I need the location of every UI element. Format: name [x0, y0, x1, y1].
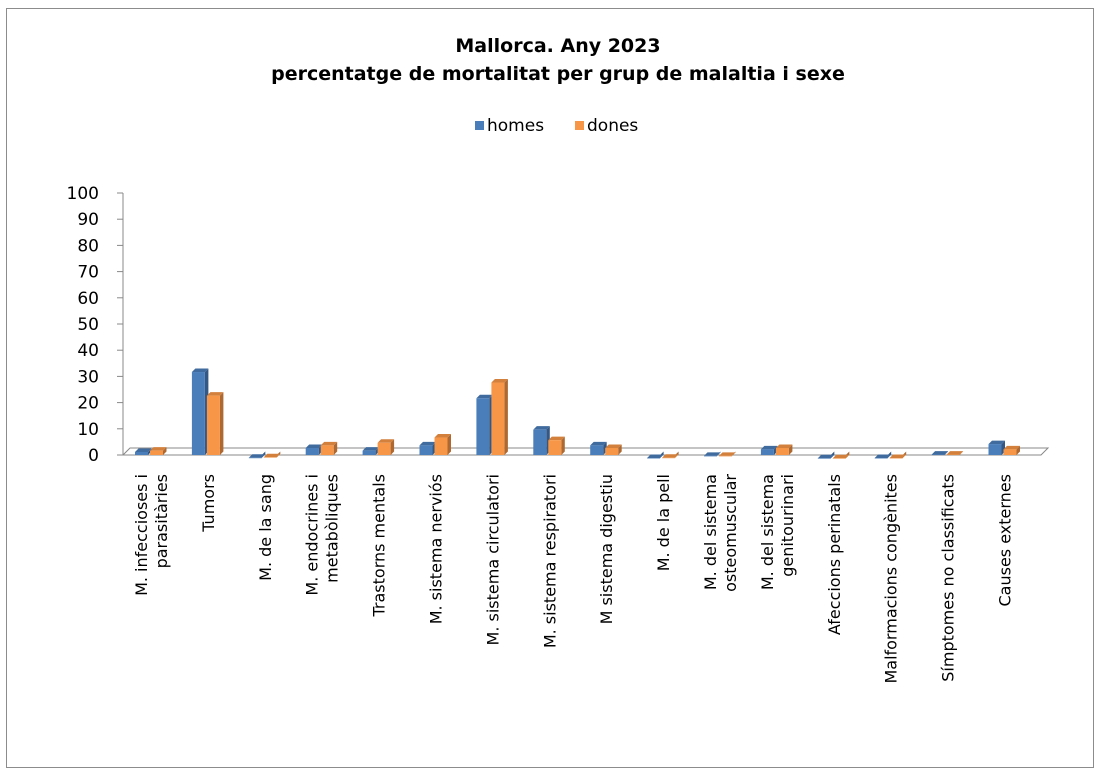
bar-dones-12 — [832, 451, 850, 459]
legend-swatch-dones — [575, 121, 584, 130]
category-label: Tumors — [199, 474, 218, 533]
category-label: Trastorns mentals — [370, 474, 389, 618]
category-label: M. infeccioses i — [132, 474, 151, 596]
bar-homes-2 — [248, 451, 266, 459]
y-tick-label: 40 — [77, 341, 99, 361]
bar-homes-9 — [647, 451, 664, 459]
bar-homes-3 — [305, 444, 323, 455]
category-label: Símptomes no classificats — [939, 474, 958, 682]
bar-dones-13 — [889, 451, 907, 459]
y-tick-label: 10 — [77, 420, 99, 440]
category-label: M. de la pell — [654, 474, 673, 571]
category-label: Afeccions perinatals — [825, 474, 844, 635]
category-label: osteomuscular — [721, 474, 740, 592]
y-tick-label: 30 — [77, 367, 99, 387]
category-label: metabòliques — [323, 474, 342, 583]
bar-dones-14 — [946, 451, 964, 456]
y-tick-label: 70 — [77, 263, 99, 283]
bar-dones-3 — [320, 441, 338, 455]
category-label: Malformacions congènites — [882, 474, 901, 684]
category-label: genitourinari — [778, 474, 797, 577]
category-label: M sistema digestiu — [597, 474, 616, 624]
bar-homes-5 — [419, 441, 436, 455]
category-label: Causes externes — [996, 474, 1015, 606]
bar-dones-11 — [775, 444, 793, 455]
bar-dones-6 — [491, 379, 508, 455]
legend-label-dones: dones — [587, 116, 638, 136]
bar-homes-6 — [476, 394, 493, 455]
bar-homes-14 — [931, 451, 949, 456]
chart-title-line-2: percentatge de mortalitat per grup de ma… — [271, 63, 845, 85]
axes: 0 10 20 30 40 50 60 70 80 90 100 — [67, 184, 1050, 466]
chart-title-line-1: Mallorca. Any 2023 — [455, 35, 660, 57]
legend: homes dones — [475, 116, 638, 136]
category-labels: M. infeccioses i parasitàries Tumors M. de … — [132, 474, 1015, 684]
bar-dones-2 — [263, 451, 281, 458]
category-label: M. endocrines i — [303, 474, 322, 596]
category-label: M. de la sang — [256, 474, 275, 581]
y-tick-label: 100 — [67, 184, 99, 204]
bar-dones-5 — [434, 434, 451, 455]
chart-floor — [121, 447, 1050, 456]
bar-homes-1 — [191, 368, 209, 455]
bar-homes-7 — [533, 426, 550, 455]
bar-homes-10 — [704, 451, 721, 457]
y-tick-label: 50 — [77, 315, 99, 335]
bar-dones-10 — [719, 451, 736, 457]
bar-homes-11 — [760, 445, 778, 455]
y-tick-label: 60 — [77, 289, 99, 309]
y-tick-label: 0 — [88, 446, 99, 466]
bar-dones-15 — [1003, 445, 1020, 455]
legend-label-homes: homes — [487, 116, 544, 136]
bar-dones-1 — [206, 392, 224, 455]
bar-homes-4 — [362, 447, 380, 455]
bar-dones-8 — [605, 444, 622, 455]
bar-dones-0 — [150, 447, 167, 455]
category-label: M. del sistema — [758, 474, 777, 590]
y-tick-label: 90 — [77, 210, 99, 230]
bar-dones-9 — [662, 451, 679, 459]
bar-dones-7 — [548, 436, 565, 455]
category-label: parasitàries — [152, 474, 171, 568]
legend-swatch-homes — [475, 121, 484, 130]
bar-homes-13 — [874, 451, 892, 459]
category-label: M. sistema nerviós — [427, 474, 446, 624]
category-label: M. del sistema — [701, 474, 720, 590]
category-label: M. sistema circulatori — [483, 474, 502, 645]
bar-homes-12 — [817, 451, 835, 459]
category-label: M. sistema respiratori — [540, 474, 559, 648]
y-tick-label: 20 — [77, 394, 99, 414]
bar-homes-15 — [988, 440, 1005, 455]
bars — [135, 368, 1020, 459]
bar-homes-8 — [590, 441, 607, 455]
bar-dones-4 — [377, 439, 395, 455]
y-tick-label: 80 — [77, 236, 99, 256]
